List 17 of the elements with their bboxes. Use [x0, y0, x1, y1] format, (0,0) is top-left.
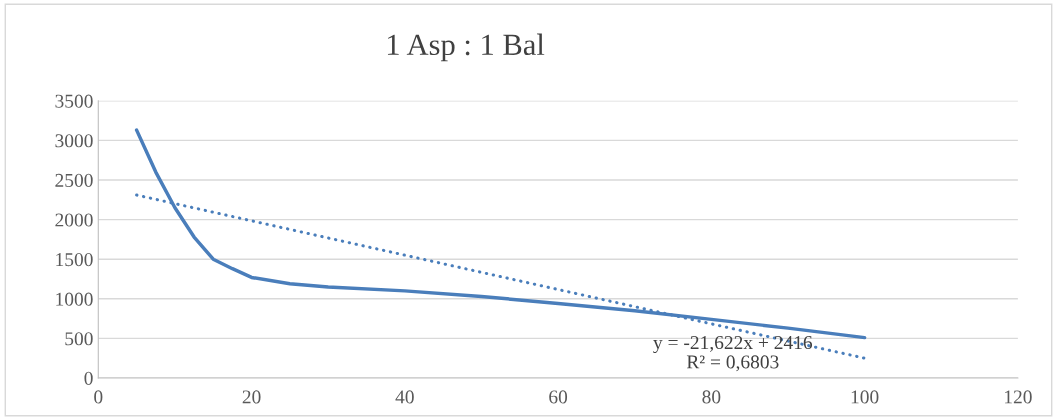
y-tick-label: 2000 [55, 213, 93, 227]
y-tick-label: 3500 [55, 94, 93, 108]
y-tick-label: 1500 [56, 253, 93, 267]
x-tick-label: 100 [851, 390, 879, 404]
chart-title: 1 Asp : 1 Bal [387, 33, 545, 62]
y-tick-label: 2500 [55, 173, 93, 187]
y-tick-label: 3000 [55, 134, 93, 148]
x-tick-label: 40 [395, 390, 414, 404]
x-tick-label: 20 [242, 390, 261, 404]
annotation: R² = 0,6803 [686, 355, 779, 372]
x-tick-label: 120 [1005, 390, 1032, 404]
x-tick-label: 0 [94, 390, 103, 404]
x-tick-label: 60 [549, 390, 568, 404]
y-tick-label: 0 [84, 371, 93, 385]
y-tick-label: 1000 [56, 292, 93, 306]
y-tick-label: 500 [65, 332, 93, 346]
x-tick-label: 80 [702, 390, 721, 404]
